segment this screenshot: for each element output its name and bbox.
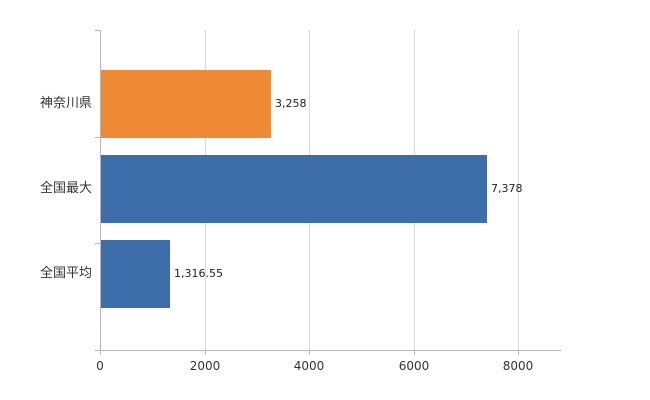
bar-value-label: 7,378 — [491, 182, 523, 195]
y-axis-line — [100, 30, 101, 350]
x-axis-tick — [309, 350, 310, 355]
y-axis-tick — [95, 243, 100, 244]
y-axis-tick — [95, 350, 100, 351]
bar-value-label: 1,316.55 — [174, 267, 223, 280]
bar-神奈川県 — [101, 70, 271, 138]
y-axis-tick — [95, 30, 100, 31]
y-axis-category-label: 神奈川県 — [39, 96, 92, 111]
x-axis-tick-label: 4000 — [293, 359, 325, 373]
bar-全国平均 — [101, 240, 170, 308]
x-axis-line — [100, 350, 561, 351]
x-axis-tick — [518, 350, 519, 355]
x-axis-tick — [205, 350, 206, 355]
x-axis-tick-label: 6000 — [398, 359, 430, 373]
x-axis-tick — [414, 350, 415, 355]
x-axis-tick-label: 2000 — [189, 359, 221, 373]
x-axis-tick — [100, 350, 101, 355]
y-axis-category-label: 全国平均 — [39, 266, 92, 281]
y-axis-tick — [95, 137, 100, 138]
bar-全国最大 — [101, 155, 487, 223]
x-gridline — [518, 30, 519, 350]
y-axis-category-label: 全国最大 — [39, 181, 92, 196]
bar-value-label: 3,258 — [275, 97, 307, 110]
x-axis-tick-label: 8000 — [502, 359, 534, 373]
x-axis-tick-label: 0 — [96, 359, 104, 373]
